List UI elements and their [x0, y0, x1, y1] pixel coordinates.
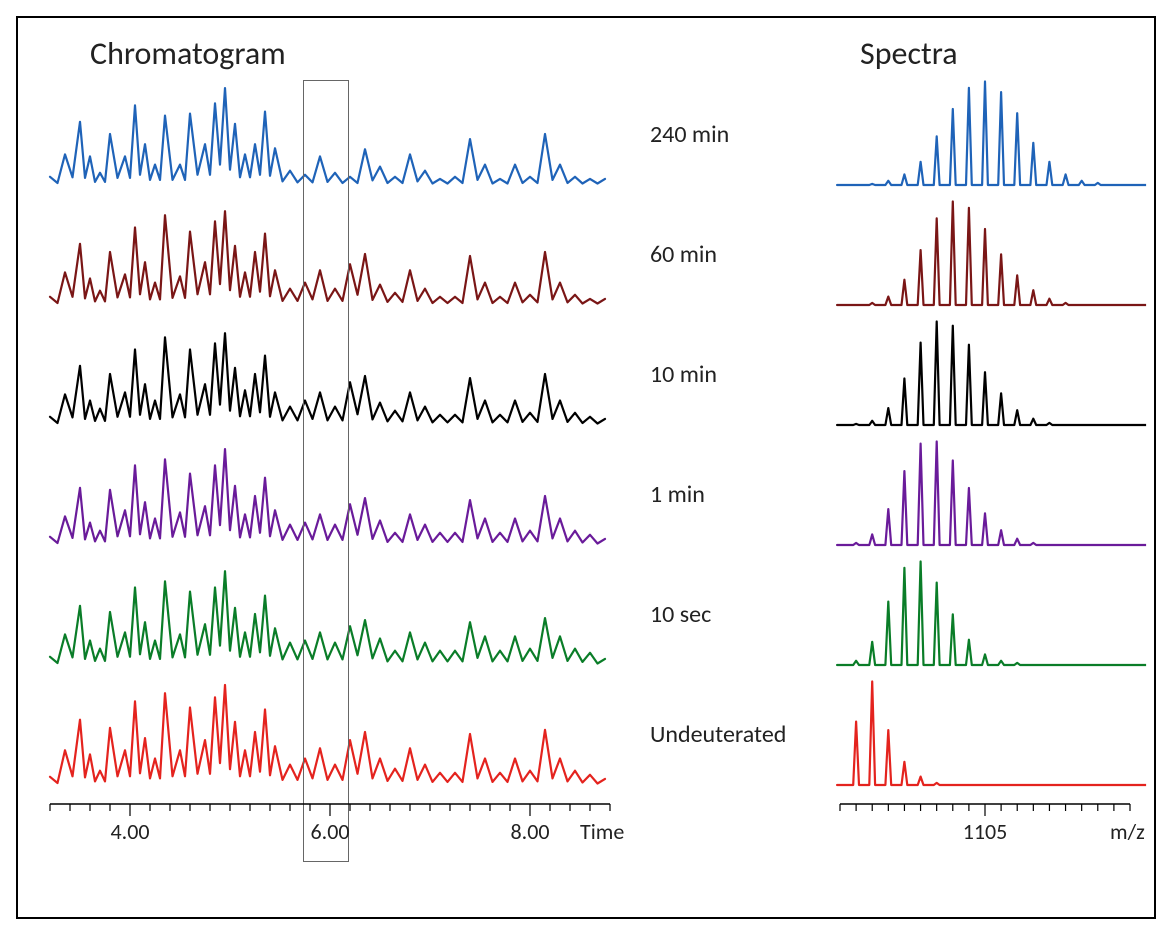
- spectra-axis-label: m/z: [1110, 818, 1145, 845]
- spectra-tick-1105: 1105: [960, 818, 1010, 845]
- spectra-axis: [0, 0, 1172, 935]
- figure-frame: Chromatogram Spectra 240 min60 min10 min…: [0, 0, 1172, 935]
